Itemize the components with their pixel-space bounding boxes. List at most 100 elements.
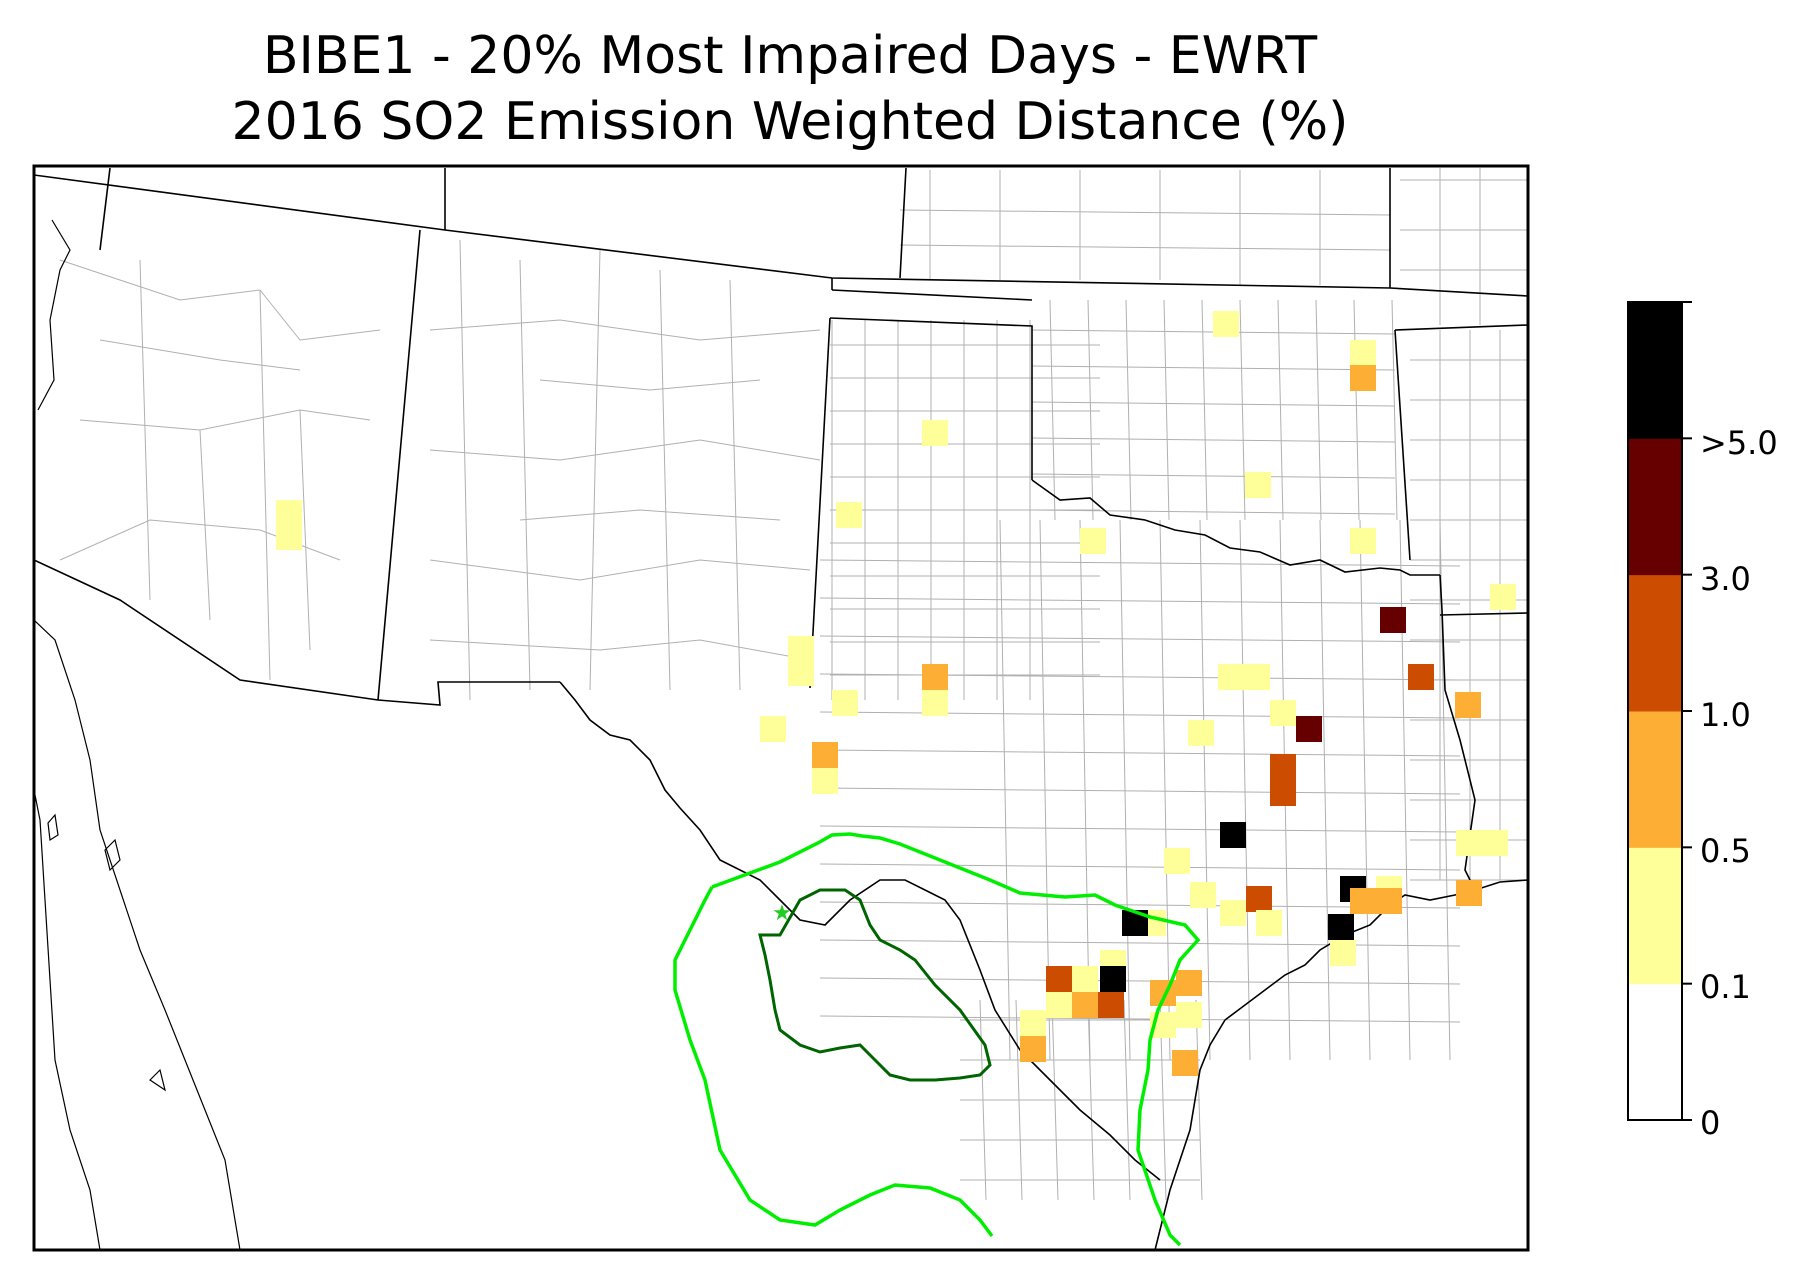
state-boundaries: [34, 167, 1528, 1181]
gulf-coast-outline: [1474, 879, 1528, 891]
county-line: [539, 379, 761, 391]
inner-contour-line: [758, 888, 992, 1082]
emission-cells: [276, 311, 1516, 1076]
emission-cell: [1408, 664, 1434, 690]
emission-cell: [1350, 888, 1376, 914]
county-line: [519, 259, 531, 691]
county-line: [1239, 299, 1246, 521]
county-line: [1277, 299, 1284, 521]
emission-cell: [812, 742, 838, 768]
colorbar-tick-label-3-0: 3.0: [1700, 560, 1751, 598]
emission-cell: [1482, 830, 1508, 856]
colorbar-segment: [1628, 438, 1682, 576]
county-line: [1125, 299, 1132, 521]
county-line: [899, 244, 1391, 251]
colorbar-segment: [1628, 574, 1682, 712]
county-line: [819, 863, 1461, 871]
colorbar-segment: [1628, 847, 1682, 985]
county-line: [589, 249, 601, 691]
county-line: [1353, 299, 1360, 521]
county-line: [299, 409, 311, 651]
site-marker-star-icon: ★: [772, 901, 792, 926]
county-line: [729, 279, 741, 691]
county-line: [429, 559, 811, 581]
emission-cell: [788, 660, 814, 686]
emission-cell: [1046, 992, 1072, 1018]
emission-cell: [1330, 940, 1356, 966]
emission-cell: [1172, 1050, 1198, 1076]
emission-cell: [1190, 882, 1216, 908]
emission-cell: [1456, 880, 1482, 906]
emission-cell: [922, 690, 948, 716]
emission-cell: [1220, 900, 1246, 926]
emission-cell: [1220, 822, 1246, 848]
county-line: [819, 559, 1461, 567]
emission-cell: [1245, 472, 1271, 498]
colorbar-tick-label-0-1: 0.1: [1700, 968, 1751, 1006]
mexico-coastlines: [34, 219, 241, 1250]
county-line: [819, 673, 1461, 681]
emission-cell: [1218, 664, 1244, 690]
emission-cell: [1270, 700, 1296, 726]
county-line: [1031, 365, 1396, 371]
county-line: [79, 409, 371, 431]
county-line: [819, 939, 1461, 947]
colorbar-segment: [1628, 302, 1682, 439]
emission-cell: [1100, 966, 1126, 992]
county-line: [1031, 473, 1396, 479]
county-line: [1119, 519, 1131, 1061]
emission-cell: [1350, 528, 1376, 554]
county-line: [1359, 519, 1371, 1061]
emission-cell: [922, 664, 948, 690]
emission-cell: [1376, 888, 1402, 914]
county-line: [1163, 299, 1170, 521]
county-line: [139, 259, 151, 601]
county-line: [1319, 519, 1331, 1061]
county-line: [1199, 519, 1211, 1061]
emission-cell: [1244, 664, 1270, 690]
county-line: [1031, 437, 1396, 443]
emission-cell: [836, 502, 862, 528]
emission-cell: [1164, 848, 1190, 874]
emission-cell: [1456, 830, 1482, 856]
colorbar-tick-label-0: 0: [1700, 1104, 1721, 1142]
map-title-line-1: BIBE1 - 20% Most Impaired Days - EWRT: [262, 26, 1318, 86]
county-line: [199, 429, 211, 621]
emission-cell: [276, 500, 302, 526]
county-line: [519, 509, 781, 521]
emission-cell: [1350, 365, 1376, 391]
county-line: [429, 319, 821, 341]
emission-cell: [1328, 914, 1354, 940]
county-line: [819, 635, 1461, 643]
colorbar-segment: [1628, 711, 1682, 848]
colorbar-segment: [1628, 983, 1682, 1121]
emission-cell: [1256, 910, 1282, 936]
emission-cell: [1020, 1036, 1046, 1062]
county-line: [819, 1015, 1461, 1023]
emission-cell: [1072, 992, 1098, 1018]
emission-cell: [276, 524, 302, 550]
county-line: [819, 749, 1461, 757]
outer-contour-line: [673, 832, 1201, 1247]
emission-cell: [1270, 780, 1296, 806]
emission-cell: [1046, 966, 1072, 992]
county-line: [459, 239, 471, 701]
county-line: [1031, 509, 1396, 515]
emission-cell: [760, 716, 786, 742]
emission-cell: [788, 636, 814, 662]
emission-cell: [1380, 607, 1406, 633]
map-title-line-2: 2016 SO2 Emission Weighted Distance (%): [231, 92, 1349, 152]
emission-cell: [1246, 886, 1272, 912]
emission-cell: [1213, 311, 1239, 337]
county-line: [59, 259, 381, 341]
county-line: [819, 977, 1461, 985]
county-line: [1315, 299, 1322, 521]
emission-cell: [1176, 1002, 1202, 1028]
county-line: [1049, 299, 1056, 521]
colorbar-tick-label-0-5: 0.5: [1700, 832, 1751, 870]
emission-cell: [832, 690, 858, 716]
map-frame: [32, 164, 1530, 1252]
emission-cell: [1296, 716, 1322, 742]
county-line: [1087, 299, 1094, 521]
